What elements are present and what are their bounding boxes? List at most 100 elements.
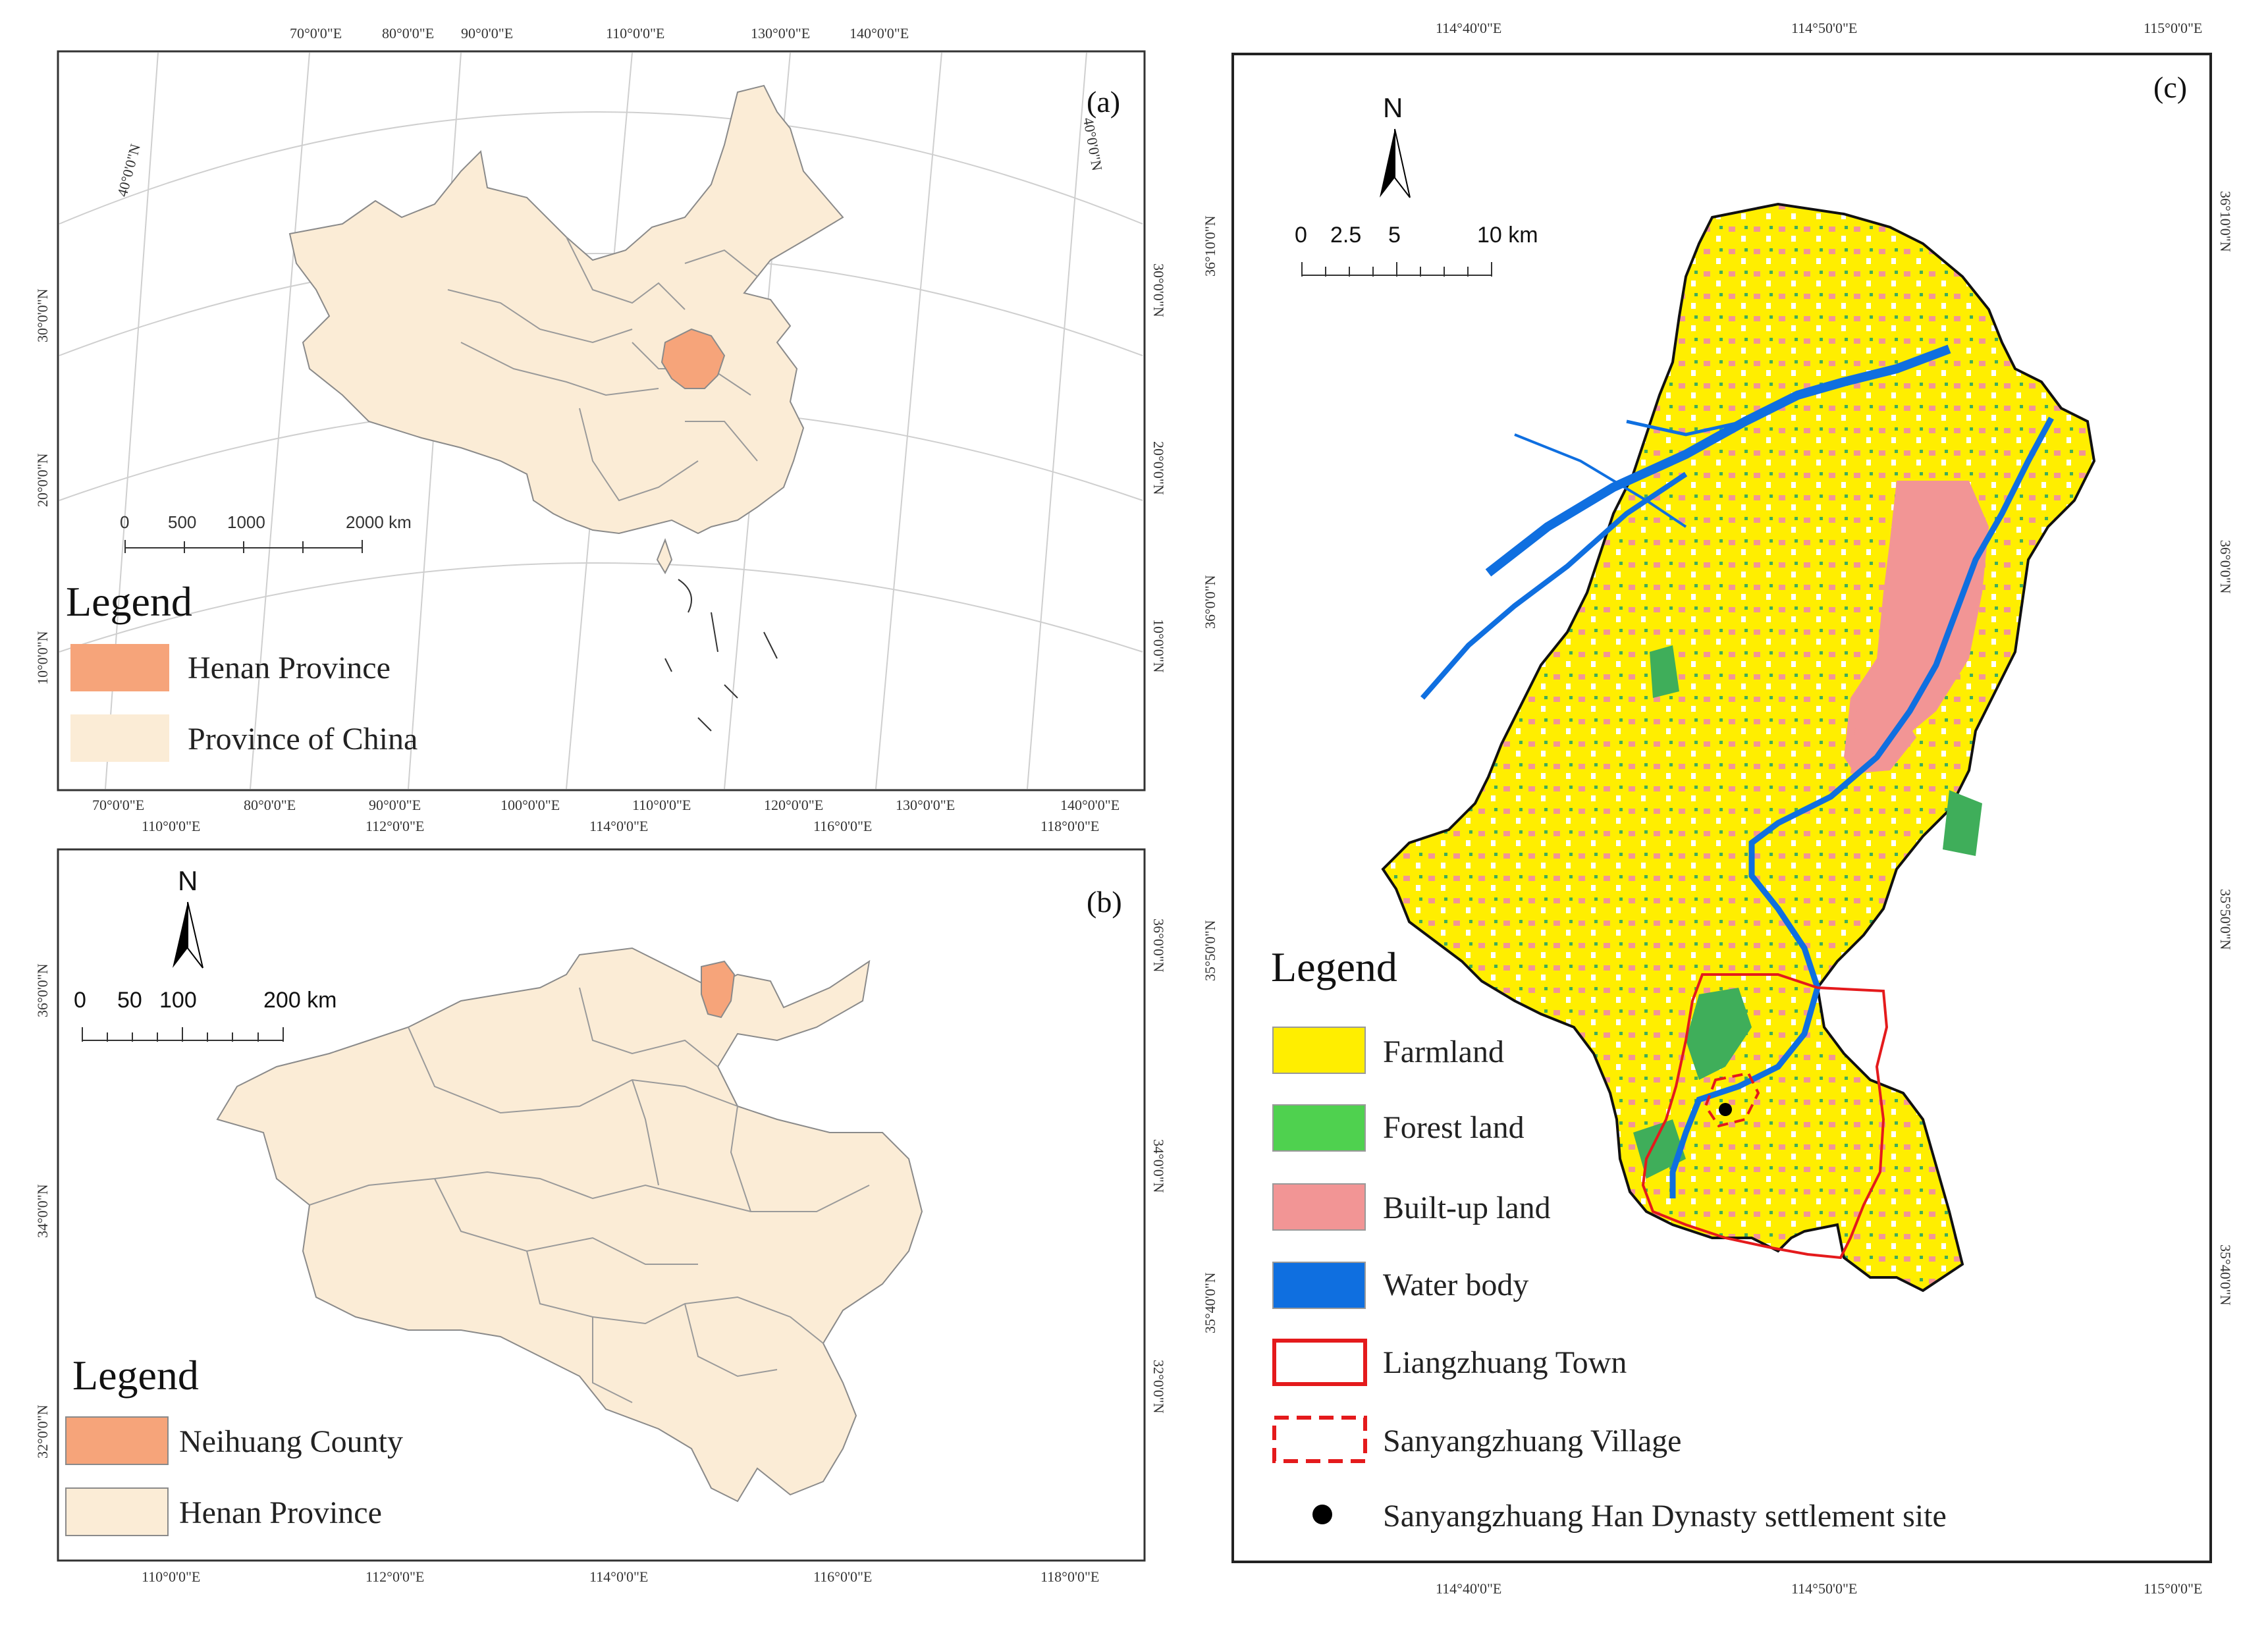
panel-b-legend: Legend Neihuang County Henan Province [65,1352,403,1536]
c-right-tick-2: 35°50'0"N [2217,889,2234,950]
panel-c-right-ticks: 36°10'0"N 36°0'0"N 35°50'0"N 35°40'0"N [2217,191,2234,1306]
panel-b-right-ticks: 36°0'0"N 34°0'0"N 32°0'0"N [1150,919,1167,1414]
c-bot-tick-1: 114°50'0"E [1791,1580,1857,1597]
legend-c-swatch-builtup [1272,1183,1366,1231]
b-bot-tick-2: 114°0'0"E [589,1568,648,1585]
scale-c-1: 2.5 [1330,223,1361,248]
forest-patch-1 [1686,988,1752,1080]
c-left-tick-2: 35°50'0"N [1202,920,1218,981]
scale-a-1: 500 [168,512,196,532]
legend-b-swatch-neihuang [65,1416,169,1465]
a-left-tick-2: 20°0'0"N [34,453,51,507]
legend-b-henan: Henan Province [179,1495,382,1530]
b-right-tick-2: 32°0'0"N [1150,1360,1167,1414]
b-left-tick-2: 32°0'0"N [34,1404,51,1458]
scale-b-0: 0 [74,988,86,1013]
b-right-tick-0: 36°0'0"N [1150,919,1167,973]
b-top-tick-1: 112°0'0"E [365,818,424,834]
scale-c-2: 5 [1388,223,1401,248]
legend-c-swatch-village [1272,1416,1367,1463]
a-top-tick-0: 70°0'0"E [290,25,342,41]
a-top-tick-2: 90°0'0"E [461,25,513,41]
a-left-tick-1: 30°0'0"N [34,288,51,342]
legend-c-swatch-forest [1272,1104,1366,1152]
panel-c-left-ticks: 36°10'0"N 36°0'0"N 35°50'0"N 35°40'0"N [1202,215,1218,1333]
legend-a-swatch-henan [70,644,169,691]
panel-c-bottom-ticks: 114°40'0"E 114°50'0"E 115°0'0"E [1436,1580,2202,1597]
panel-b-scalebar: 0 50 100 200 km [74,988,337,1042]
c-top-tick-0: 114°40'0"E [1436,20,1501,36]
panel-a-scalebar: 0 500 1000 2000 km [120,512,412,553]
south-china-sea-islands [664,579,778,732]
legend-c-town: Liangzhuang Town [1383,1345,1627,1380]
c-left-tick-1: 36°0'0"N [1202,575,1218,629]
panel-c-scalebar: 0 2.5 5 10 km [1295,223,1538,277]
scale-b-2: 100 [159,988,197,1013]
panel-c-north-arrow: N [1380,92,1411,198]
b-top-tick-2: 114°0'0"E [589,818,648,834]
a-bot-tick-1: 80°0'0"E [244,797,296,813]
b-bot-tick-1: 112°0'0"E [365,1568,424,1585]
panel-c-legend: Legend Farmland Forest land Built-up lan… [1271,944,1947,1534]
a-bot-tick-7: 140°0'0"E [1060,797,1120,813]
c-right-tick-1: 36°0'0"N [2217,540,2234,594]
north-b-shape [173,902,188,968]
taiwan [656,538,673,575]
panel-b: (b) N 0 50 100 200 km Legend [34,818,1167,1585]
b-top-tick-0: 110°0'0"E [142,818,200,834]
legend-c-title: Legend [1271,944,1397,990]
b-top-tick-3: 116°0'0"E [813,818,872,834]
c-right-tick-0: 36°10'0"N [2217,191,2234,252]
north-c-label: N [1383,92,1403,123]
c-bot-tick-0: 114°40'0"E [1436,1580,1501,1597]
c-left-tick-3: 35°40'0"N [1202,1272,1218,1333]
a-top-tick-4: 130°0'0"E [751,25,810,41]
scale-c-0: 0 [1295,223,1307,248]
b-bot-tick-4: 118°0'0"E [1040,1568,1099,1585]
a-right-tick-2: 20°0'0"N [1150,441,1167,495]
panel-a-top-ticks: 70°0'0"E 80°0'0"E 90°0'0"E 110°0'0"E 130… [290,25,909,41]
legend-c-village: Sanyangzhuang Village [1383,1424,1681,1458]
legend-c-water: Water body [1383,1268,1528,1302]
a-bot-tick-4: 110°0'0"E [632,797,691,813]
scale-a-3: 2000 km [346,512,412,532]
panel-c-top-ticks: 114°40'0"E 114°50'0"E 115°0'0"E [1436,20,2202,36]
henan-outline [216,947,923,1503]
rivers [1420,344,2054,1198]
henan-county-lines [309,987,870,1403]
scale-b-3: 200 km [263,988,337,1013]
a-bot-tick-5: 120°0'0"E [764,797,823,813]
neihuang-landuse-map [1381,202,2096,1293]
legend-c-site: Sanyangzhuang Han Dynasty settlement sit… [1383,1499,1947,1534]
c-bot-tick-2: 115°0'0"E [2144,1580,2202,1597]
panel-b-bottom-ticks: 110°0'0"E 112°0'0"E 114°0'0"E 116°0'0"E … [142,1568,1099,1585]
b-top-tick-4: 118°0'0"E [1040,818,1099,834]
a-bot-tick-2: 90°0'0"E [369,797,421,813]
scale-c-3: 10 km [1477,223,1538,248]
panel-b-left-ticks: 36°0'0"N 34°0'0"N 32°0'0"N [34,963,51,1458]
c-right-tick-3: 35°40'0"N [2217,1244,2234,1306]
panel-b-north-arrow: N [173,865,203,969]
panel-a-bottom-ticks: 70°0'0"E 80°0'0"E 90°0'0"E 100°0'0"E 110… [92,797,1120,813]
a-bot-tick-6: 130°0'0"E [896,797,955,813]
b-right-tick-1: 34°0'0"N [1150,1139,1167,1193]
legend-c-farmland: Farmland [1383,1034,1504,1069]
a-top-tick-1: 80°0'0"E [382,25,434,41]
panel-a-label: (a) [1087,85,1120,119]
c-top-tick-1: 114°50'0"E [1791,20,1857,36]
neihuang-highlight [701,960,736,1019]
a-right-tick-1: 30°0'0"N [1150,263,1167,317]
a-top-tick-3: 110°0'0"E [606,25,664,41]
c-top-tick-2: 115°0'0"E [2144,20,2202,36]
legend-c-swatch-site [1312,1505,1332,1524]
b-left-tick-0: 36°0'0"N [34,963,51,1017]
scale-a-2: 1000 [227,512,265,532]
a-right-tick-3: 10°0'0"N [1150,619,1167,673]
panel-c-label: (c) [2153,70,2187,104]
legend-b-title: Legend [72,1352,199,1399]
panel-b-top-ticks: 110°0'0"E 112°0'0"E 114°0'0"E 116°0'0"E … [142,818,1099,834]
b-left-tick-1: 34°0'0"N [34,1184,51,1238]
a-bot-tick-3: 100°0'0"E [500,797,560,813]
legend-a-swatch-province [70,714,169,762]
panel-a-legend: Legend Henan Province Province of China [66,578,418,762]
